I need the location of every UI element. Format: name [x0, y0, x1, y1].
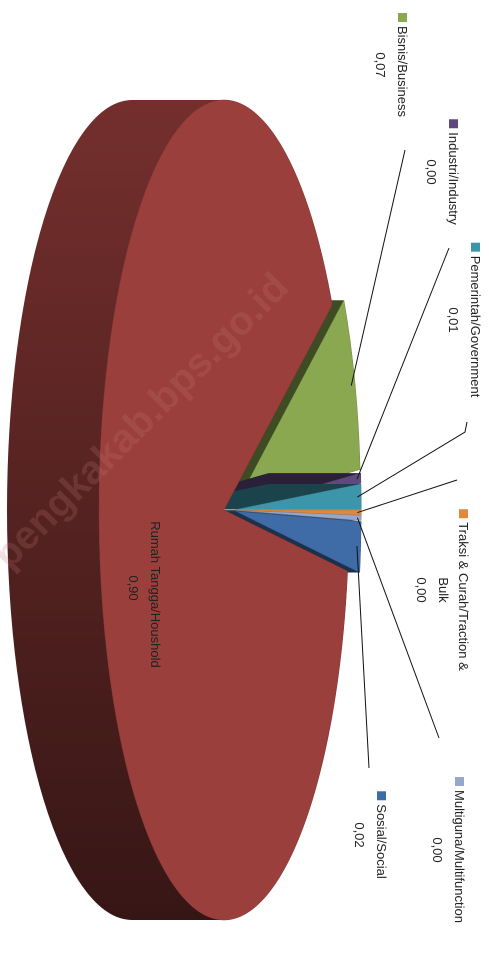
leader-line: [350, 149, 406, 386]
legend-swatch: [459, 509, 468, 519]
data-label: 0,00: [430, 837, 445, 862]
legend-label: Sosial/Social: [374, 804, 389, 879]
data-label: 0,00: [414, 577, 429, 602]
chart-body: Bisnis/Business 0,07 Industri/Industry 0,00…: [7, 12, 483, 923]
legend-swatch: [449, 119, 458, 129]
data-label: 0,01: [446, 307, 461, 332]
legend-swatch: [471, 242, 480, 252]
slice-top: [236, 483, 362, 510]
data-label: 0,90: [126, 575, 141, 600]
leader-line: [356, 517, 440, 739]
data-label: 0,00: [424, 159, 439, 184]
slice-rim: [7, 100, 224, 920]
data-label: 0,02: [352, 822, 367, 847]
slice-top: [235, 299, 361, 506]
legend-label: Traksi & Curah/Traction &Bulk: [436, 522, 471, 671]
legend-label: Bisnis/Business: [395, 26, 410, 118]
legend-swatch: [455, 777, 464, 787]
slice-top: [236, 511, 362, 573]
leader-line: [357, 479, 458, 514]
legend-swatch: [377, 791, 386, 801]
legend-label: Multiguna/Multifunction: [452, 790, 467, 923]
slice: [7, 99, 348, 921]
legend-label: Industri/Industry: [446, 132, 461, 225]
leader-line: [357, 421, 468, 498]
data-label: 0,07: [373, 52, 388, 77]
legend-label: Rumah Tangga/Houshold: [148, 521, 163, 667]
leader-line: [356, 247, 450, 480]
leader-line: [356, 546, 370, 769]
legend-swatch: [398, 12, 407, 22]
slice-top: [98, 99, 348, 921]
legend-label: Pemerintah/Government: [468, 256, 483, 398]
slice-top: [236, 510, 362, 521]
legend-swatch: [151, 508, 160, 518]
